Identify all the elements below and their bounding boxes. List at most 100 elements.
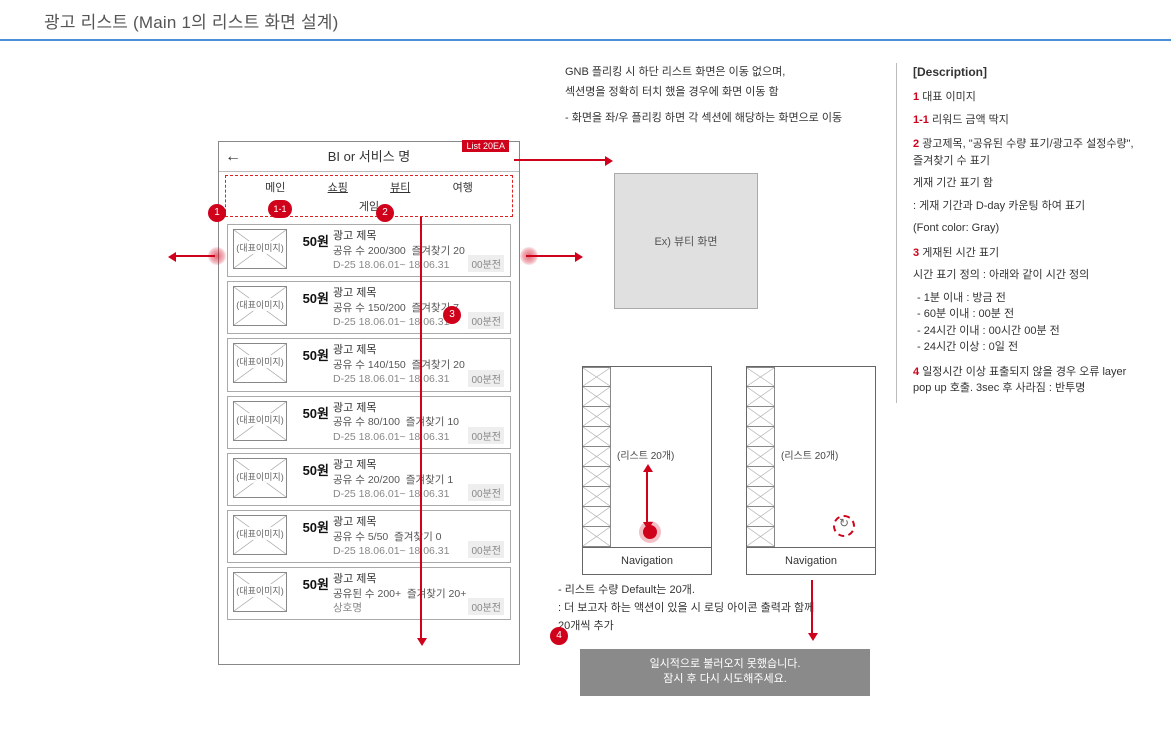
mini-label: (리스트 20개) bbox=[781, 447, 838, 462]
reward-badge: 50원 bbox=[293, 401, 333, 422]
thumbnail-placeholder: (대표이미지) bbox=[233, 458, 287, 498]
reward-badge: 50원 bbox=[293, 515, 333, 536]
time-rule: 24시간 이상 : 0일 전 bbox=[917, 339, 1146, 356]
anno-line: 섹션명을 정확히 터치 했을 경우에 화면 이동 함 bbox=[565, 83, 895, 99]
ad-list-item[interactable]: (대표이미지)50원광고 제목공유 수 140/150 즐겨찾기 20D-25 … bbox=[227, 338, 511, 391]
tab-beauty[interactable]: 뷰티 bbox=[390, 179, 410, 195]
example-label: Ex) 뷰티 화면 bbox=[654, 233, 717, 249]
desc-num: 4 bbox=[913, 366, 919, 378]
toast-line: 잠시 후 다시 시도해주세요. bbox=[584, 672, 866, 687]
desc-text: 일정시간 이상 표출되지 않을 경우 오류 layer pop up 호출. 3… bbox=[913, 366, 1126, 395]
loading-icon bbox=[833, 515, 855, 537]
marker-4: 4 bbox=[550, 627, 568, 645]
tab-travel[interactable]: 여행 bbox=[453, 179, 473, 195]
tab-shopping[interactable]: 쇼핑 bbox=[328, 179, 348, 195]
mini-nav[interactable]: Navigation bbox=[747, 547, 875, 574]
error-toast: 일시적으로 불러오지 못했습니다. 잠시 후 다시 시도해주세요. bbox=[580, 649, 870, 696]
thumbnail-placeholder: (대표이미지) bbox=[233, 229, 287, 269]
mini-scroll-arrow bbox=[646, 467, 648, 527]
desc-text: : 게재 기간과 D-day 카운팅 하여 표기 bbox=[913, 198, 1146, 215]
item-title: 광고 제목 bbox=[333, 343, 505, 358]
mini-list-2: (리스트 20개) Navigation bbox=[746, 366, 876, 575]
thumb-label: (대표이미지) bbox=[234, 298, 286, 311]
item-title: 광고 제목 bbox=[333, 286, 505, 301]
arrow-left bbox=[171, 255, 215, 257]
mini-list-1: (리스트 20개) Navigation bbox=[582, 366, 712, 575]
ad-list-item[interactable]: (대표이미지)50원광고 제목공유 수 150/200 즐겨찾기 7D-25 1… bbox=[227, 281, 511, 334]
item-title: 광고 제목 bbox=[333, 515, 505, 530]
ad-list-item[interactable]: (대표이미지)50원광고 제목공유 수 200/300 즐겨찾기 20D-25 … bbox=[227, 224, 511, 277]
gnb-annotation: GNB 플리킹 시 하단 리스트 화면은 이동 없으며, 섹션명을 정확히 터치… bbox=[565, 63, 895, 129]
anno-line: GNB 플리킹 시 하단 리스트 화면은 이동 없으며, bbox=[565, 63, 895, 79]
desc-text: 시간 표기 정의 : 아래와 같이 시간 정의 bbox=[913, 267, 1146, 284]
time-ago: 00분전 bbox=[468, 598, 504, 615]
desc-text: 게재된 시간 표기 bbox=[922, 247, 999, 259]
time-rule: 24시간 이내 : 00시간 00분 전 bbox=[917, 323, 1146, 340]
time-ago: 00분전 bbox=[468, 427, 504, 444]
desc-heading: [Description] bbox=[913, 63, 1146, 81]
thumb-label: (대표이미지) bbox=[234, 527, 286, 540]
list-count-badge: List 20EA bbox=[462, 140, 509, 152]
marker-3: 3 bbox=[443, 306, 461, 324]
anno-line: 20개씩 추가 bbox=[558, 617, 898, 633]
page-title: 광고 리스트 (Main 1의 리스트 화면 설계) bbox=[0, 0, 1171, 41]
canvas: ← BI or 서비스 명 메인 쇼핑 뷰티 여행 게임 List 20EA (… bbox=[0, 41, 1171, 731]
item-title: 광고 제목 bbox=[333, 572, 505, 587]
desc-text: 광고제목, "공유된 수량 표기/광고주 설정수량", 즐겨찾기 수 표기 bbox=[913, 138, 1134, 167]
description-panel: [Description] 1 대표 이미지 1-1 리워드 금액 딱지 2 광… bbox=[896, 63, 1146, 403]
desc-num: 1 bbox=[913, 91, 919, 103]
arrow-right bbox=[526, 255, 580, 257]
ad-list-item[interactable]: (대표이미지)50원광고 제목공유 수 80/100 즐겨찾기 10D-25 1… bbox=[227, 396, 511, 449]
marker-2: 2 bbox=[376, 204, 394, 222]
desc-num: 1-1 bbox=[913, 114, 929, 126]
time-rules-list: 1분 이내 : 방금 전 60분 이내 : 00분 전 24시간 이내 : 00… bbox=[917, 290, 1146, 356]
desc-text: (Font color: Gray) bbox=[913, 220, 1146, 237]
thumb-label: (대표이미지) bbox=[234, 355, 286, 368]
time-ago: 00분전 bbox=[468, 370, 504, 387]
anno-line: : 더 보고자 하는 액션이 있을 시 로딩 아이콘 출력과 함께 bbox=[558, 599, 898, 615]
service-title: BI or 서비스 명 bbox=[328, 149, 411, 164]
time-rule: 1분 이내 : 방금 전 bbox=[917, 290, 1146, 307]
time-ago: 00분전 bbox=[468, 255, 504, 272]
thumb-label: (대표이미지) bbox=[234, 413, 286, 426]
mini-to-toast-arrow bbox=[811, 580, 813, 638]
phone-frame: ← BI or 서비스 명 메인 쇼핑 뷰티 여행 게임 List 20EA (… bbox=[218, 141, 520, 665]
ad-list: List 20EA (대표이미지)50원광고 제목공유 수 200/300 즐겨… bbox=[219, 220, 519, 624]
time-rule: 60분 이내 : 00분 전 bbox=[917, 306, 1146, 323]
item-title: 광고 제목 bbox=[333, 401, 505, 416]
connector-tabs bbox=[514, 159, 610, 161]
thumbnail-placeholder: (대표이미지) bbox=[233, 572, 287, 612]
reward-badge: 50원 bbox=[293, 229, 333, 250]
thumb-label: (대표이미지) bbox=[234, 241, 286, 254]
reward-badge: 50원 bbox=[293, 286, 333, 307]
list-scroll-arrow bbox=[420, 217, 422, 643]
tab-main[interactable]: 메인 bbox=[265, 179, 285, 195]
thumbnail-placeholder: (대표이미지) bbox=[233, 343, 287, 383]
desc-num: 3 bbox=[913, 247, 919, 259]
thumb-label: (대표이미지) bbox=[234, 584, 286, 597]
desc-num: 2 bbox=[913, 138, 919, 150]
thumbnail-placeholder: (대표이미지) bbox=[233, 401, 287, 441]
list-default-annotation: - 리스트 수량 Default는 20개. : 더 보고자 하는 액션이 있을… bbox=[558, 581, 898, 635]
ad-list-item[interactable]: (대표이미지)50원광고 제목공유 수 20/200 즐겨찾기 1D-25 18… bbox=[227, 453, 511, 506]
anno-line: - 화면을 좌/우 플리킹 하면 각 섹션에 해당하는 화면으로 이동 bbox=[565, 109, 895, 125]
back-button[interactable]: ← bbox=[225, 142, 241, 172]
reward-badge: 50원 bbox=[293, 572, 333, 593]
desc-text: 리워드 금액 딱지 bbox=[932, 114, 1009, 126]
item-title: 광고 제목 bbox=[333, 458, 505, 473]
anno-line: - 리스트 수량 Default는 20개. bbox=[558, 581, 898, 597]
example-screen: Ex) 뷰티 화면 bbox=[614, 173, 758, 309]
marker-1-1: 1-1 bbox=[268, 200, 292, 218]
thumbnail-placeholder: (대표이미지) bbox=[233, 286, 287, 326]
thumbnail-placeholder: (대표이미지) bbox=[233, 515, 287, 555]
marker-1: 1 bbox=[208, 204, 226, 222]
time-ago: 00분전 bbox=[468, 484, 504, 501]
item-title: 광고 제목 bbox=[333, 229, 505, 244]
ad-list-item[interactable]: (대표이미지)50원광고 제목공유 수 5/50 즐겨찾기 0D-25 18.0… bbox=[227, 510, 511, 563]
desc-text: 대표 이미지 bbox=[922, 91, 976, 103]
thumb-label: (대표이미지) bbox=[234, 470, 286, 483]
mini-nav[interactable]: Navigation bbox=[583, 547, 711, 574]
toast-line: 일시적으로 불러오지 못했습니다. bbox=[584, 657, 866, 672]
ad-list-item[interactable]: (대표이미지)50원광고 제목공유된 수 200+ 즐겨찾기 20+상호명00분… bbox=[227, 567, 511, 620]
reward-badge: 50원 bbox=[293, 458, 333, 479]
